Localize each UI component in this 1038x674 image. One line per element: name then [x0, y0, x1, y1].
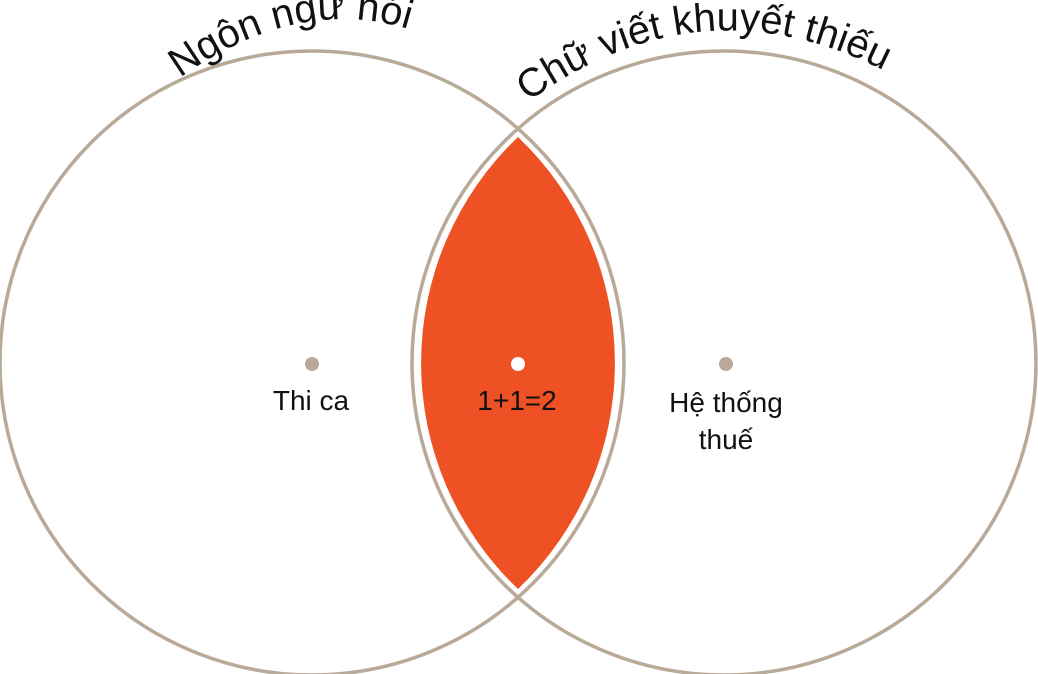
left-set-circle — [0, 49, 626, 674]
intersection-item: 1+1=2 — [477, 385, 556, 416]
intersection-dot — [511, 357, 525, 371]
left-set-item: Thi ca — [273, 385, 350, 416]
right-set-item-line2: thuế — [699, 424, 754, 455]
right-set-circle — [410, 49, 1038, 674]
left-set-dot — [305, 357, 319, 371]
left-set-title-text: Ngôn ngữ nói — [161, 0, 418, 85]
right-set-item-line1: Hệ thống — [669, 387, 783, 418]
left-set-title: Ngôn ngữ nói — [161, 0, 418, 85]
right-set-dot — [719, 357, 733, 371]
